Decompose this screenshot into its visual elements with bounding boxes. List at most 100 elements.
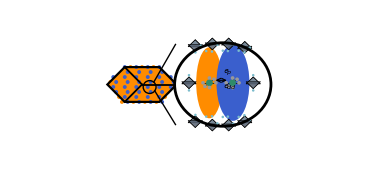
Circle shape [205,50,208,52]
Polygon shape [188,40,202,47]
Circle shape [212,77,216,81]
Circle shape [140,95,144,99]
Circle shape [123,85,127,89]
Circle shape [120,70,124,74]
Circle shape [249,119,251,121]
Circle shape [222,50,224,52]
Circle shape [140,85,144,89]
Circle shape [152,75,155,79]
Circle shape [123,75,127,79]
Polygon shape [246,82,260,89]
Circle shape [137,70,141,74]
Circle shape [205,115,208,118]
Circle shape [237,50,240,52]
Polygon shape [238,41,252,48]
Circle shape [146,85,150,89]
Circle shape [149,70,153,74]
Circle shape [252,74,254,76]
Circle shape [134,95,138,99]
Polygon shape [205,43,219,50]
Circle shape [157,65,161,69]
Circle shape [166,90,170,94]
Polygon shape [222,124,236,131]
Circle shape [126,80,130,84]
Circle shape [163,75,167,79]
Circle shape [123,65,127,69]
Circle shape [211,50,213,53]
Polygon shape [188,45,202,52]
Circle shape [216,122,218,125]
Circle shape [232,122,234,125]
Circle shape [200,121,202,123]
Polygon shape [188,121,202,128]
Circle shape [224,81,228,85]
Circle shape [126,100,130,104]
Circle shape [123,95,127,99]
Circle shape [200,44,202,47]
Circle shape [249,46,251,49]
Circle shape [235,77,239,81]
Circle shape [152,85,155,89]
Circle shape [163,95,167,99]
Circle shape [134,75,138,79]
Circle shape [169,75,173,79]
Circle shape [140,65,144,69]
Circle shape [114,90,118,94]
Polygon shape [222,119,236,126]
Circle shape [146,95,150,99]
Circle shape [120,80,124,84]
Polygon shape [182,77,196,84]
Circle shape [160,70,164,74]
Circle shape [226,115,229,118]
Circle shape [160,100,164,104]
Polygon shape [205,38,219,45]
Circle shape [226,84,230,88]
Circle shape [231,86,234,89]
Circle shape [160,80,164,84]
Circle shape [243,51,246,54]
Circle shape [160,90,164,94]
Circle shape [232,43,234,46]
Circle shape [155,70,158,74]
Circle shape [157,95,161,99]
Circle shape [211,115,213,118]
Circle shape [114,80,118,84]
Polygon shape [205,119,219,126]
Circle shape [126,70,130,74]
Circle shape [152,95,155,99]
Circle shape [134,65,138,69]
Circle shape [157,85,161,89]
Circle shape [194,51,197,54]
Circle shape [129,65,132,69]
Circle shape [129,85,132,89]
Circle shape [143,90,147,94]
Text: $\mathcal{e}_{dd}$: $\mathcal{e}_{dd}$ [223,82,237,92]
Circle shape [203,84,207,88]
Circle shape [149,90,153,94]
Polygon shape [222,43,236,50]
Circle shape [146,75,150,79]
Circle shape [237,116,240,118]
Circle shape [140,75,144,79]
Circle shape [155,80,158,84]
Circle shape [163,85,167,89]
Polygon shape [188,116,202,123]
Ellipse shape [175,43,271,126]
Circle shape [229,79,236,86]
Circle shape [112,85,115,89]
Circle shape [129,75,132,79]
Circle shape [143,70,147,74]
Circle shape [146,65,150,69]
Circle shape [157,75,161,79]
Polygon shape [238,46,252,53]
Circle shape [216,44,218,46]
Circle shape [152,65,155,69]
Circle shape [172,80,175,84]
Circle shape [120,90,124,94]
Circle shape [117,75,121,79]
Circle shape [129,95,132,99]
Polygon shape [107,67,177,102]
Polygon shape [238,121,252,128]
Circle shape [149,100,153,104]
Polygon shape [182,82,196,89]
